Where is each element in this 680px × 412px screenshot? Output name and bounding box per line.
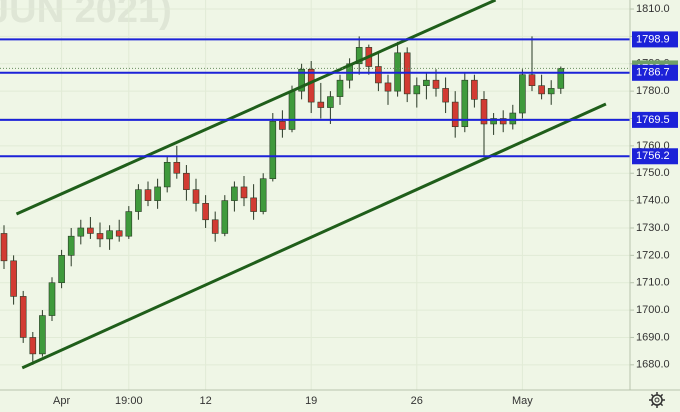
candle-body <box>317 101 325 108</box>
candle-body <box>115 230 123 237</box>
candle-body <box>327 96 334 108</box>
y-tick-label: 1810.0 <box>636 3 670 15</box>
candle-body <box>231 186 238 201</box>
level-label-box <box>632 31 678 48</box>
candle-body <box>519 74 526 114</box>
candle-body <box>288 90 296 130</box>
candle-body <box>135 189 142 212</box>
candle-body <box>384 82 392 92</box>
candle-body <box>240 186 248 199</box>
candle-body <box>77 227 85 237</box>
y-tick-label: 1690.0 <box>636 331 670 343</box>
candle-body <box>67 235 75 256</box>
level-label: 1756.2 <box>636 150 670 162</box>
y-tick-label: 1730.0 <box>636 222 670 234</box>
candle-body <box>269 120 277 180</box>
watermark: JUN 2021) <box>0 0 172 31</box>
candle-body <box>490 118 497 125</box>
candle-body <box>461 79 469 128</box>
candle-body <box>557 68 565 89</box>
candle-body <box>375 66 382 84</box>
level-label: 1798.9 <box>636 33 670 45</box>
y-tick-label: 1720.0 <box>636 249 670 261</box>
candle-body <box>48 282 56 316</box>
level-label: 1786.7 <box>636 67 670 79</box>
candle-body <box>106 230 113 240</box>
x-tick-label: 26 <box>411 395 423 407</box>
candle-body <box>192 189 200 204</box>
candle-body <box>528 74 536 86</box>
trend-line <box>21 102 607 370</box>
candle-body <box>221 200 229 234</box>
candle-body <box>547 88 555 95</box>
candle-body <box>39 315 46 355</box>
y-tick-label: 1680.0 <box>636 359 670 371</box>
candle-body <box>471 79 478 100</box>
candle-body <box>432 79 440 89</box>
candle-body <box>423 79 430 86</box>
candle-body <box>96 233 104 240</box>
level-label-box <box>632 148 678 165</box>
candle-body <box>183 172 190 190</box>
x-tick-label: May <box>512 395 533 407</box>
candle-body <box>279 120 286 130</box>
y-tick-label: 1700.0 <box>636 304 670 316</box>
candle-body <box>451 101 459 128</box>
y-tick-label: 1750.0 <box>636 167 670 179</box>
candle-body <box>125 211 133 237</box>
candle-body <box>250 197 257 212</box>
x-tick-label: 12 <box>199 395 211 407</box>
candle-body <box>144 189 152 201</box>
candle-body <box>163 161 171 188</box>
level-label: 1769.5 <box>636 114 670 126</box>
candle-body <box>298 68 305 92</box>
candle-body <box>10 260 17 297</box>
level-label-box <box>632 64 678 81</box>
x-tick-label: 19:00 <box>115 395 143 407</box>
candle-body <box>499 118 507 125</box>
candle-body <box>413 85 421 95</box>
level-label-box <box>632 111 678 128</box>
candle-body <box>58 255 65 284</box>
plot-layer <box>0 0 630 390</box>
candle-body <box>0 233 8 262</box>
candle-body <box>29 337 37 355</box>
candle-body <box>538 85 545 95</box>
candle-body <box>173 161 181 174</box>
y-tick-label: 1710.0 <box>636 277 670 289</box>
candle-body <box>202 203 209 221</box>
y-tick-label: 1740.0 <box>636 195 670 207</box>
candle-body <box>87 227 94 234</box>
candle-body <box>480 99 488 125</box>
candle-body <box>336 79 344 97</box>
candle-body <box>355 47 363 65</box>
candle-body <box>211 219 219 234</box>
candle-body <box>307 68 315 103</box>
candle-body <box>154 186 161 201</box>
candle-body <box>19 296 27 338</box>
x-tick-label: Apr <box>53 395 70 407</box>
candle-body <box>259 178 267 212</box>
x-tick-label: 19 <box>305 395 317 407</box>
settings-icon[interactable] <box>649 392 665 408</box>
trend-line <box>15 0 497 216</box>
candle-body <box>509 112 517 125</box>
y-tick-label: 1780.0 <box>636 85 670 97</box>
candle-body <box>442 88 449 103</box>
